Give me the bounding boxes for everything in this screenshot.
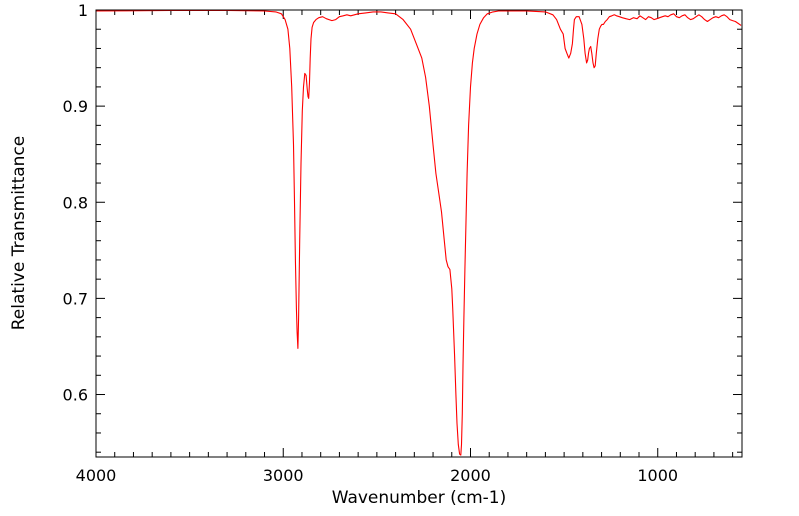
series-line-0 [95,9,742,456]
x-tick-label: 2000 [450,466,491,485]
series-group [95,9,742,456]
x-tick-label: 3000 [263,466,304,485]
x-axis-tick-labels: 4000 3000 2000 1000 [76,466,678,485]
x-axis-label: Wavenumber (cm-1) [332,488,507,508]
plot-frame [95,9,743,458]
y-tick-label: 1 [78,1,88,20]
y-tick-label: 0.9 [63,97,88,116]
x-tick-label: 4000 [76,466,117,485]
x-tick-label: 1000 [637,466,678,485]
y-tick-label: 0.8 [63,193,88,212]
y-axis-ticks [96,9,742,453]
y-axis-tick-labels: 1 0.9 0.8 0.7 0.6 [63,1,88,405]
y-tick-label: 0.6 [63,386,88,405]
y-tick-label: 0.7 [63,289,88,308]
y-axis-label: Relative Transmittance [9,136,29,331]
